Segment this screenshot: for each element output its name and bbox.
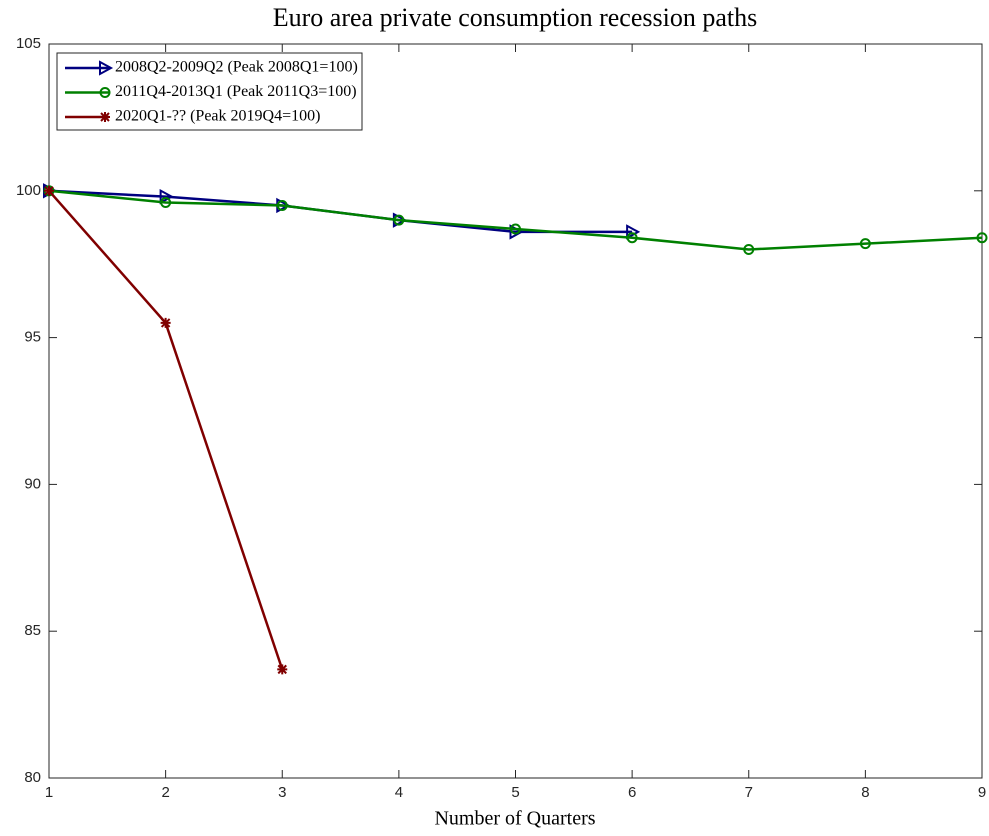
point <box>976 232 988 244</box>
point <box>160 197 172 209</box>
x-tick-label: 9 <box>978 784 986 801</box>
plot-frame <box>48 43 983 779</box>
legend-label: 2020Q1-?? (Peak 2019Q4=100) <box>115 108 320 125</box>
point <box>44 185 54 196</box>
y-tick-label: 105 <box>16 35 41 52</box>
series-line <box>48 189 633 234</box>
legend-marker <box>100 112 110 122</box>
series-line <box>48 189 284 670</box>
point <box>859 238 871 250</box>
legend-label: 2011Q4-2013Q1 (Peak 2011Q3=100) <box>115 83 357 100</box>
point <box>276 199 288 211</box>
x-tick-label: 8 <box>861 784 869 801</box>
chart-title: Euro area private consumption recession … <box>273 3 757 32</box>
x-tick-label: 1 <box>45 784 53 801</box>
x-tick-label: 3 <box>278 784 286 801</box>
series-line <box>48 189 983 251</box>
x-tick-label: 7 <box>745 784 753 801</box>
legend-marker <box>99 87 111 98</box>
x-axis-label: Number of Quarters <box>434 808 595 830</box>
x-tick-label: 2 <box>161 784 169 801</box>
point <box>393 214 405 226</box>
point <box>626 224 641 240</box>
y-tick-label: 80 <box>24 769 41 786</box>
x-tick-label: 5 <box>511 784 519 801</box>
y-tick-label: 95 <box>24 329 41 346</box>
y-tick-label: 85 <box>24 622 41 639</box>
point <box>626 232 638 244</box>
x-tick-label: 6 <box>628 784 636 801</box>
point <box>510 223 521 235</box>
y-tick-label: 100 <box>16 182 41 199</box>
legend-label: 2008Q2-2009Q2 (Peak 2008Q1=100) <box>115 59 358 76</box>
point <box>159 188 174 205</box>
legend-marker <box>99 60 114 76</box>
y-tick-label: 90 <box>24 475 41 492</box>
x-tick-label: 4 <box>395 784 403 801</box>
point <box>277 664 288 675</box>
point <box>743 244 755 256</box>
point <box>160 317 171 328</box>
